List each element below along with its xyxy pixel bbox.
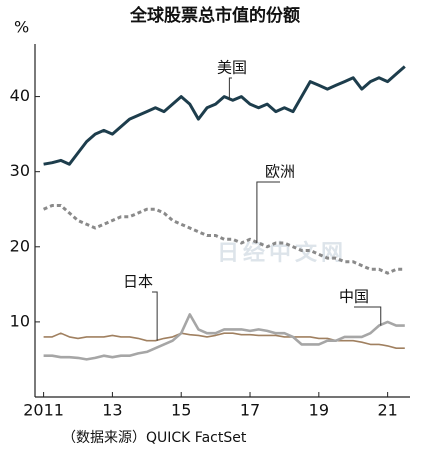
y-tick-label: 20: [10, 236, 30, 255]
x-tick-label: 2011: [23, 401, 64, 420]
x-tick-label: 13: [102, 401, 122, 420]
chart-title: 全球股票总市值的份额: [129, 5, 300, 26]
leader-line: [152, 291, 158, 341]
source: （数据来源）QUICK FactSet: [62, 430, 247, 446]
y-tick-label: 10: [10, 311, 30, 330]
leader-line: [354, 306, 382, 326]
leader-line: [228, 77, 232, 101]
y-tick-label: 30: [10, 161, 30, 180]
x-tick-label: 19: [309, 401, 329, 420]
y-tick-label: 40: [10, 86, 30, 105]
x-tick-label: 21: [377, 401, 397, 420]
y-axis-label: %: [14, 18, 29, 37]
series-label: 美国: [217, 59, 247, 77]
series-line: [43, 313, 405, 361]
leader-line: [256, 181, 280, 244]
series-line: [43, 332, 405, 349]
series-label: 中国: [339, 288, 369, 306]
x-tick-label: 17: [240, 401, 260, 420]
series-label: 日本: [123, 273, 153, 291]
series-label: 欧洲: [265, 163, 295, 181]
series-line: [43, 65, 406, 166]
x-tick-label: 15: [171, 401, 191, 420]
